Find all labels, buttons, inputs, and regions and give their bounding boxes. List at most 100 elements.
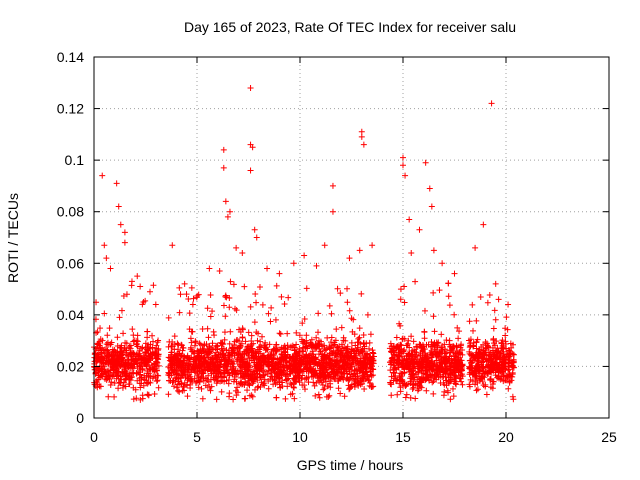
data-point (184, 352, 191, 359)
data-point (255, 383, 262, 390)
data-point (418, 357, 425, 364)
data-point (233, 244, 240, 251)
data-point (145, 370, 152, 377)
data-point (490, 336, 497, 343)
data-point (288, 343, 295, 350)
data-point (96, 383, 103, 390)
data-point (359, 375, 366, 382)
data-point (505, 367, 512, 374)
data-point (282, 395, 289, 402)
data-point (250, 368, 257, 375)
data-point (298, 336, 305, 343)
data-point (332, 372, 339, 379)
data-point (303, 361, 310, 368)
x-tick-label: 15 (395, 429, 411, 445)
data-point (241, 356, 248, 363)
data-point (255, 330, 262, 337)
data-point (277, 363, 284, 370)
data-point (470, 339, 477, 346)
data-point (478, 353, 485, 360)
data-point (293, 361, 300, 368)
data-point (493, 338, 500, 345)
y-tick-label: 0.14 (57, 49, 84, 65)
data-point (271, 374, 278, 381)
data-point (330, 366, 337, 373)
data-point (251, 319, 258, 326)
data-point (473, 376, 480, 383)
data-point (306, 354, 313, 361)
data-point (99, 337, 106, 344)
data-point (150, 282, 157, 289)
data-point (213, 396, 220, 403)
data-point (183, 291, 190, 298)
data-point (459, 381, 466, 388)
data-point (388, 392, 395, 399)
data-point (248, 332, 255, 339)
data-point (429, 379, 436, 386)
data-point (278, 344, 285, 351)
data-point (254, 337, 261, 344)
data-point (222, 198, 229, 205)
data-point (340, 376, 347, 383)
data-point (465, 337, 472, 344)
data-point (441, 381, 448, 388)
data-point (449, 344, 456, 351)
data-point (411, 358, 418, 365)
data-point (345, 353, 352, 360)
data-point (484, 344, 491, 351)
data-point (330, 348, 337, 355)
data-point (422, 159, 429, 166)
data-point (228, 347, 235, 354)
data-point (273, 341, 280, 348)
data-point (230, 281, 237, 288)
data-point (470, 370, 477, 377)
data-point (273, 394, 280, 401)
data-point (329, 182, 336, 189)
data-point (299, 352, 306, 359)
data-point (416, 226, 423, 233)
data-point (399, 378, 406, 385)
data-point (111, 364, 118, 371)
data-point (173, 384, 180, 391)
data-point (200, 358, 207, 365)
data-point (337, 290, 344, 297)
data-point (261, 376, 268, 383)
data-point (408, 378, 415, 385)
data-point (352, 376, 359, 383)
data-point (482, 349, 489, 356)
data-point (284, 342, 291, 349)
data-point (155, 362, 162, 369)
data-point (437, 363, 444, 370)
data-point (289, 390, 296, 397)
data-point (388, 373, 395, 380)
data-point (440, 392, 447, 399)
data-point (140, 298, 147, 305)
data-point (91, 366, 98, 373)
data-point (104, 347, 111, 354)
data-point (229, 366, 236, 373)
data-point (313, 262, 320, 269)
data-point (253, 234, 260, 241)
data-point (149, 344, 156, 351)
data-point (312, 356, 319, 363)
data-point (409, 375, 416, 382)
data-point (291, 384, 298, 391)
data-point (193, 363, 200, 370)
data-point (509, 362, 516, 369)
data-point (184, 382, 191, 389)
x-tick-label: 25 (601, 429, 617, 445)
data-point (108, 379, 115, 386)
data-point (195, 291, 202, 298)
data-point (308, 336, 315, 343)
data-point (155, 372, 162, 379)
data-point (366, 382, 373, 389)
data-point (479, 363, 486, 370)
data-point (257, 343, 264, 350)
data-point (335, 347, 342, 354)
data-point (445, 293, 452, 300)
data-point (176, 372, 183, 379)
data-point (192, 339, 199, 346)
data-point (400, 162, 406, 169)
data-point (188, 376, 195, 383)
data-point (497, 356, 504, 363)
